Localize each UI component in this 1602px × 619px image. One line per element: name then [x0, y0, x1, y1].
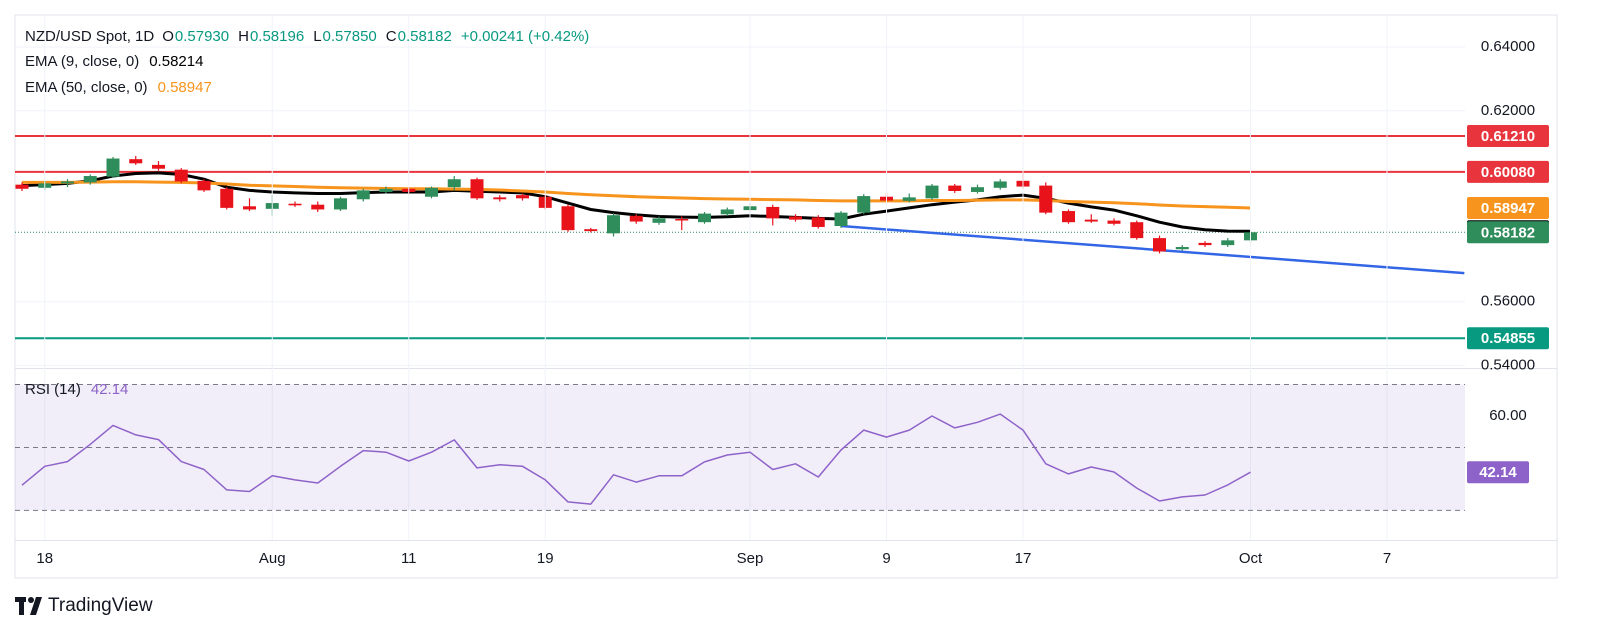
y-tick-label: 0.62000 — [1481, 102, 1535, 119]
candle-body — [834, 212, 848, 227]
candle-body — [311, 204, 325, 210]
candle-body — [379, 188, 393, 192]
price-badge — [1467, 221, 1549, 244]
candle-body — [174, 169, 188, 182]
legend-key: H — [238, 28, 249, 45]
y-tick-label: 60.00 — [1489, 407, 1527, 424]
legend-value: 0.58196 — [250, 28, 304, 45]
legend-key: O — [162, 28, 174, 45]
candle-body — [561, 206, 575, 231]
candle-body — [811, 217, 825, 227]
candle-body — [902, 197, 916, 201]
candle-body — [1039, 185, 1053, 213]
legend-key: C — [386, 28, 397, 45]
legend-series: EMA (9, close, 0) — [25, 53, 139, 70]
trendline — [840, 224, 1465, 275]
candle-body — [925, 185, 939, 199]
x-tick-label: 9 — [882, 550, 890, 567]
legend-key: L — [313, 28, 321, 45]
price-badge-label: 0.54855 — [1481, 330, 1535, 347]
candle-body — [288, 203, 302, 206]
legend-title: NZD/USD Spot, 1D — [25, 28, 154, 45]
candle-body — [1175, 247, 1189, 250]
legend-series: EMA (50, close, 0) — [25, 79, 148, 96]
candle-body — [61, 181, 74, 184]
candle-body — [152, 164, 165, 169]
candle-body — [243, 206, 256, 210]
x-tick-label: Sep — [737, 550, 764, 567]
candle-body — [220, 188, 234, 208]
legend-value: 0.58947 — [158, 79, 212, 96]
candle-body — [470, 179, 484, 199]
x-tick-label: 11 — [401, 550, 417, 567]
price-badge — [1467, 124, 1549, 147]
legend-series: RSI (14) — [25, 381, 81, 398]
candle-body — [493, 197, 507, 200]
rsi-badge — [1467, 461, 1529, 484]
x-tick-label: Aug — [259, 550, 286, 567]
x-tick-label: 17 — [1015, 550, 1032, 567]
candle-body — [720, 209, 734, 215]
candle-body — [607, 215, 620, 234]
x-tick-label: 19 — [537, 550, 554, 567]
price-badge — [1467, 160, 1549, 183]
legend-value: 0.57930 — [175, 28, 229, 45]
candle-body — [652, 218, 666, 223]
candle-body — [1130, 222, 1144, 239]
candle-body — [15, 184, 29, 189]
candle-body — [425, 187, 438, 197]
rsi-line — [21, 413, 1251, 505]
candle-body — [334, 198, 347, 210]
price-badge-label: 0.58182 — [1481, 224, 1535, 241]
y-tick-label: 0.54000 — [1481, 356, 1535, 373]
price-badge — [1467, 196, 1549, 219]
candle-body — [1062, 211, 1075, 223]
candle-body — [1084, 219, 1098, 222]
price-badge-label: 0.58947 — [1481, 200, 1535, 217]
x-tick-label: 18 — [36, 550, 53, 567]
legend-value: 0.58182 — [398, 28, 452, 45]
brand: TradingView — [48, 595, 153, 616]
candle-body — [993, 181, 1007, 188]
candle-body — [629, 215, 643, 222]
candle-body — [447, 179, 461, 188]
price-panel — [15, 46, 1465, 366]
x-tick-label: 7 — [1383, 550, 1391, 567]
candle-body — [197, 180, 211, 191]
legend-value: 0.58214 — [149, 53, 203, 70]
legend-change: +0.00241 (+0.42%) — [461, 28, 589, 45]
candle-body — [857, 196, 871, 213]
y-tick-label: 0.56000 — [1481, 293, 1535, 310]
candle-body — [83, 176, 97, 183]
candle-body — [356, 190, 370, 200]
candle-body — [675, 219, 689, 221]
price-badge-label: 0.61210 — [1481, 128, 1535, 145]
candle-body — [1107, 220, 1121, 224]
candle-body — [971, 187, 984, 192]
brand-logo — [15, 597, 42, 615]
candle-body — [948, 185, 962, 191]
price-badge — [1467, 327, 1549, 350]
candle-body — [516, 195, 529, 199]
price-badge-label: 0.60080 — [1481, 164, 1535, 181]
candle-body — [766, 206, 780, 219]
y-tick-label: 0.64000 — [1481, 38, 1535, 55]
candle-body — [1153, 238, 1166, 252]
rsi-badge-label: 42.14 — [1479, 464, 1517, 481]
candle-body — [106, 158, 120, 177]
legend-value: 0.57850 — [323, 28, 377, 45]
x-tick-label: Oct — [1239, 550, 1263, 567]
candle-body — [129, 159, 143, 164]
candle-body — [1221, 240, 1235, 246]
candle-body — [789, 216, 802, 220]
candle-body — [698, 213, 711, 223]
candle-body — [584, 229, 598, 232]
candle-body — [1198, 242, 1212, 246]
legend-value: 42.14 — [91, 381, 129, 398]
